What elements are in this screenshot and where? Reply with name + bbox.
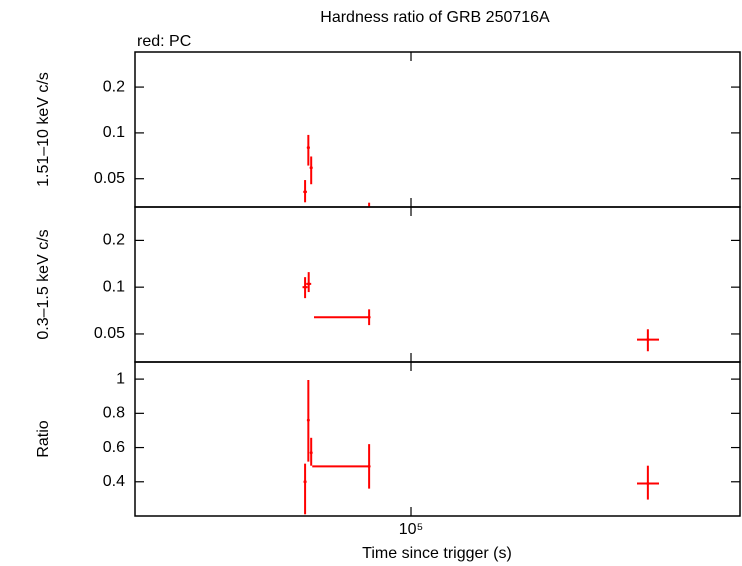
point bbox=[309, 451, 313, 455]
point bbox=[309, 166, 313, 170]
point bbox=[306, 418, 310, 422]
point bbox=[303, 285, 307, 289]
y-axis-label: 0.3–1.5 keV c/s bbox=[35, 229, 52, 339]
point bbox=[367, 464, 371, 468]
y-axis-label: 1.51–10 keV c/s bbox=[35, 72, 52, 187]
chart-title: Hardness ratio of GRB 250716A bbox=[320, 9, 550, 26]
point bbox=[646, 338, 650, 342]
y-tick-label: 0.05 bbox=[94, 325, 125, 342]
y-tick-label: 1 bbox=[116, 370, 125, 387]
panel-frame bbox=[134, 51, 741, 208]
y-tick-label: 0.05 bbox=[94, 170, 125, 187]
points bbox=[303, 379, 660, 515]
y-tick-label: 0.4 bbox=[103, 473, 125, 490]
point bbox=[307, 282, 311, 286]
y-tick-label: 0.6 bbox=[103, 439, 125, 456]
points bbox=[302, 272, 660, 352]
point bbox=[646, 481, 650, 485]
panel-frame bbox=[134, 361, 741, 517]
x-axis-label: Time since trigger (s) bbox=[362, 545, 512, 562]
point bbox=[306, 146, 310, 150]
point bbox=[303, 480, 307, 484]
y-tick-label: 0.2 bbox=[103, 232, 125, 249]
point bbox=[368, 211, 371, 214]
legend-note: red: PC bbox=[137, 33, 191, 50]
y-axis-label: Ratio bbox=[35, 420, 52, 457]
y-tick-label: 0.2 bbox=[103, 78, 125, 95]
y-tick-label: 0.8 bbox=[103, 405, 125, 422]
x-tick-label: 10⁵ bbox=[399, 521, 423, 538]
point bbox=[367, 315, 371, 319]
y-tick-label: 0.1 bbox=[103, 278, 125, 295]
point bbox=[303, 190, 307, 194]
points bbox=[303, 134, 371, 214]
y-tick-label: 0.1 bbox=[103, 124, 125, 141]
